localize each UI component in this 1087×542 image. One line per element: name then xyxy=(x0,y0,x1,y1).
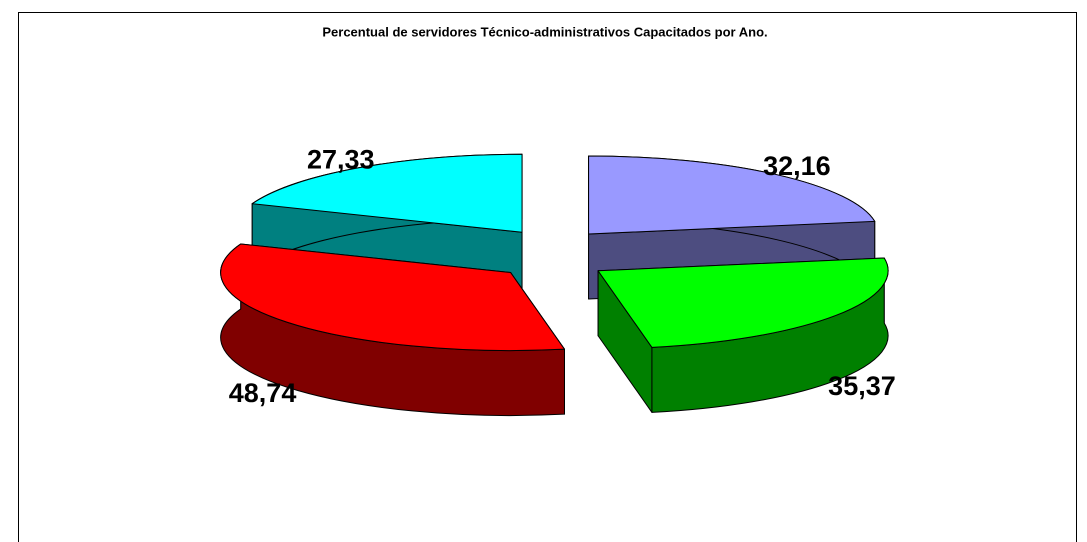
slice-top xyxy=(220,243,565,352)
slice xyxy=(597,257,889,413)
slice-top xyxy=(588,155,876,235)
chart-frame xyxy=(18,12,1077,542)
data-label: 27,33 xyxy=(307,144,375,174)
data-label: 48,74 xyxy=(229,378,297,408)
slice xyxy=(220,243,565,417)
slice-top xyxy=(251,153,523,233)
slice-top xyxy=(597,257,889,348)
chart-title: Percentual de servidores Técnico-adminis… xyxy=(322,24,767,39)
data-label: 32,16 xyxy=(763,151,831,181)
data-label: 35,37 xyxy=(828,371,896,401)
